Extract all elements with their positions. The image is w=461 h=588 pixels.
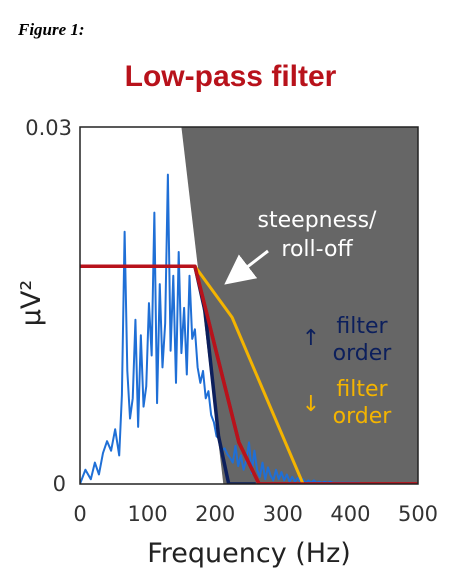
y-axis-label: μV² [16,280,47,326]
rolloff-arrow [224,249,269,285]
x-tick-label: 500 [398,502,438,526]
x-tick-label: 200 [195,502,235,526]
y-tick-label: 0.03 [25,116,72,140]
x-axis-label: Frequency (Hz) [147,538,351,569]
spectrum-line [80,173,360,484]
x-tick-label: 0 [73,502,86,526]
plot-frame [79,126,419,485]
x-tick-label: 400 [330,502,370,526]
high-order-label: order [333,341,393,366]
low-order-label: order [333,404,393,429]
rolloff-annotation: roll-off [281,237,353,262]
stopband-region [181,127,418,484]
chart-title: Low-pass filter [124,60,337,93]
rolloff-annotation: steepness/ [258,208,378,233]
high-order-label: filter [336,314,388,339]
up-arrow-glyph: ↑ [302,326,320,351]
low-order-filter-line [193,265,314,484]
low-order-label: filter [336,377,388,402]
ideal-filter-line-top [80,264,418,484]
y-tick-label: 0 [53,472,66,496]
x-tick-label: 100 [128,502,168,526]
down-arrow-glyph: ↓ [302,392,320,417]
figure-label: Figure 1: [18,20,85,39]
x-tick-label: 300 [263,502,303,526]
